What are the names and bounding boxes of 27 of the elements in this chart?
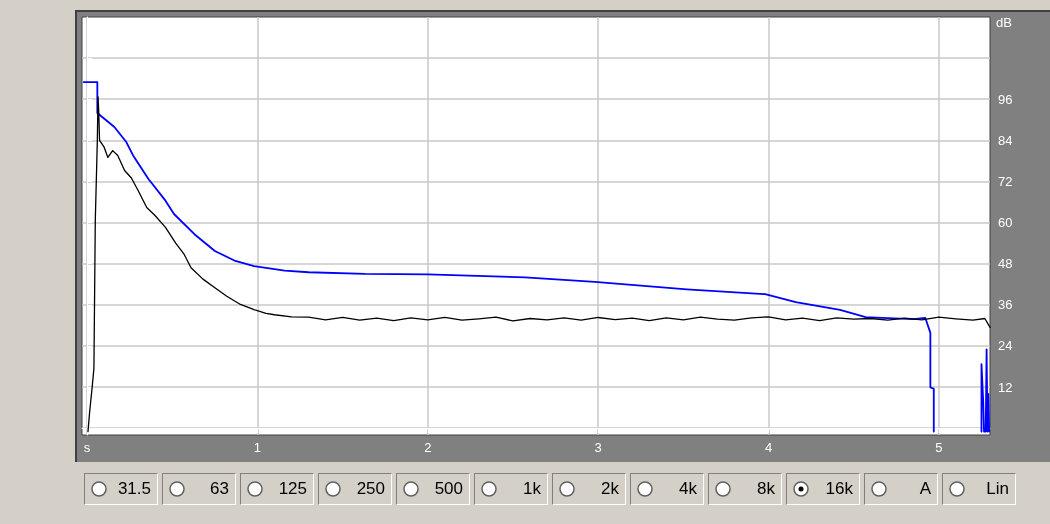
y-tick-label: 48 [998,256,1013,272]
text: 500 [433,479,463,499]
x-tick-label: 5 [935,440,943,455]
text: 1k [522,479,541,499]
text: 4k [678,479,697,499]
text: A [918,479,931,499]
y-tick-label: 36 [998,297,1013,313]
y-tick-label: 12 [998,379,1013,395]
y-tick-label: 84 [998,132,1013,148]
text: Lin [985,479,1009,499]
text: 31.5 [116,479,151,499]
x-tick-label: 4 [764,440,773,455]
y-tick-label: 72 [998,173,1013,189]
x-tick-label: 3 [594,440,602,455]
text: 250 [355,479,385,499]
x-tick-label: s [83,440,91,455]
text: 16k [824,479,853,499]
x-tick-label: 1 [253,440,262,455]
y-tick-label: 24 [998,338,1013,354]
y-axis-title: dB [996,15,1013,30]
x-tick-label: 2 [424,440,432,455]
y-tick-label: 60 [998,215,1013,231]
text: 2k [600,479,619,499]
text: 63 [209,479,229,499]
y-tick-label: 96 [998,91,1013,107]
text: 125 [277,479,307,499]
text: 8k [756,479,775,499]
